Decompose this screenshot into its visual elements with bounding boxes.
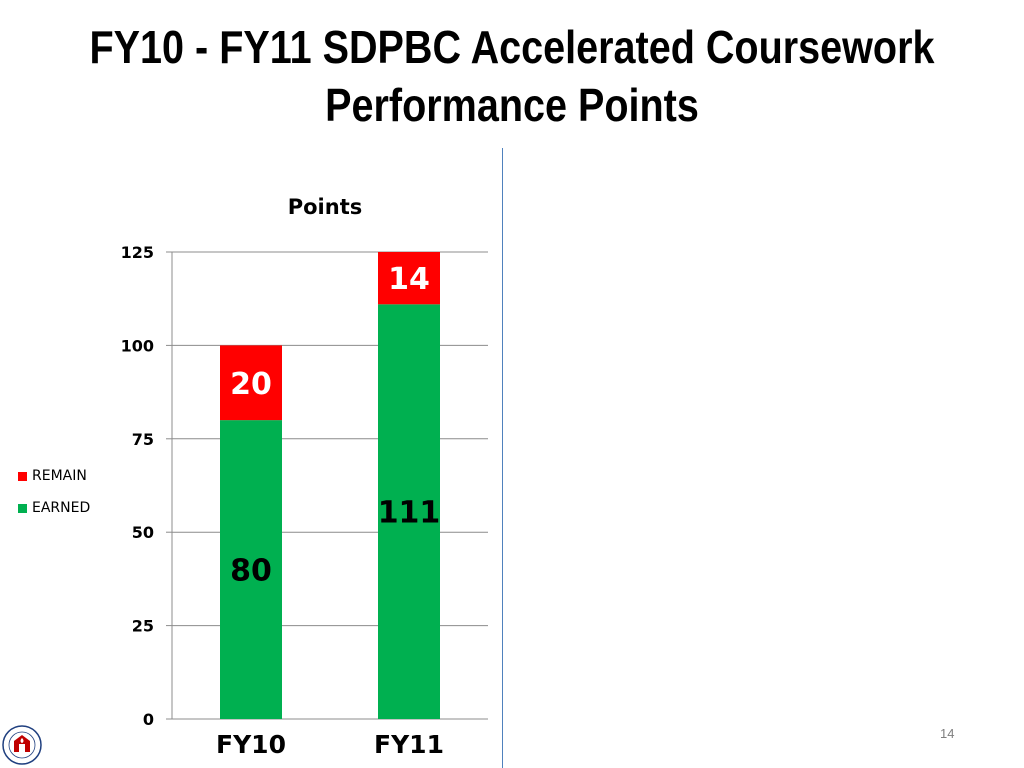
- legend-item-remain: REMAIN: [18, 460, 90, 492]
- page-number: 14: [940, 726, 955, 741]
- bar-remain-fy11: [378, 252, 440, 305]
- slide-title-line-1: FY10 - FY11 SDPBC Accelerated Coursework: [89, 21, 935, 73]
- bar-remain-fy10: [220, 345, 282, 421]
- vertical-divider: [502, 148, 503, 768]
- legend-swatch-earned: [18, 503, 27, 513]
- data-label-remain-fy11: 14: [388, 262, 430, 297]
- y-tick-label: 50: [132, 523, 154, 542]
- x-tick-label-fy11: FY11: [374, 730, 444, 759]
- bar-earned-fy10: [220, 420, 282, 719]
- y-tick-label: 25: [132, 617, 154, 636]
- school-district-logo: [2, 725, 42, 765]
- bar-earned-fy11: [378, 304, 440, 719]
- y-tick-label: 100: [121, 336, 154, 355]
- y-tick-label: 125: [121, 243, 154, 262]
- slide-title: FY10 - FY11 SDPBC Accelerated Coursework…: [72, 18, 953, 134]
- data-label-earned-fy11: 111: [378, 496, 441, 531]
- chart-legend: REMAIN EARNED: [18, 460, 90, 524]
- legend-label-remain: REMAIN: [32, 468, 87, 484]
- data-label-earned-fy10: 80: [230, 554, 272, 589]
- x-tick-label-fy10: FY10: [216, 730, 286, 759]
- data-label-remain-fy10: 20: [230, 367, 272, 402]
- chart-title: Points: [287, 195, 363, 219]
- legend-swatch-remain: [18, 471, 27, 481]
- legend-item-earned: EARNED: [18, 492, 90, 524]
- legend-label-earned: EARNED: [32, 500, 91, 516]
- slide-title-line-2: Performance Points: [325, 79, 699, 131]
- y-tick-label: 75: [132, 430, 154, 449]
- y-tick-label: 0: [143, 710, 154, 729]
